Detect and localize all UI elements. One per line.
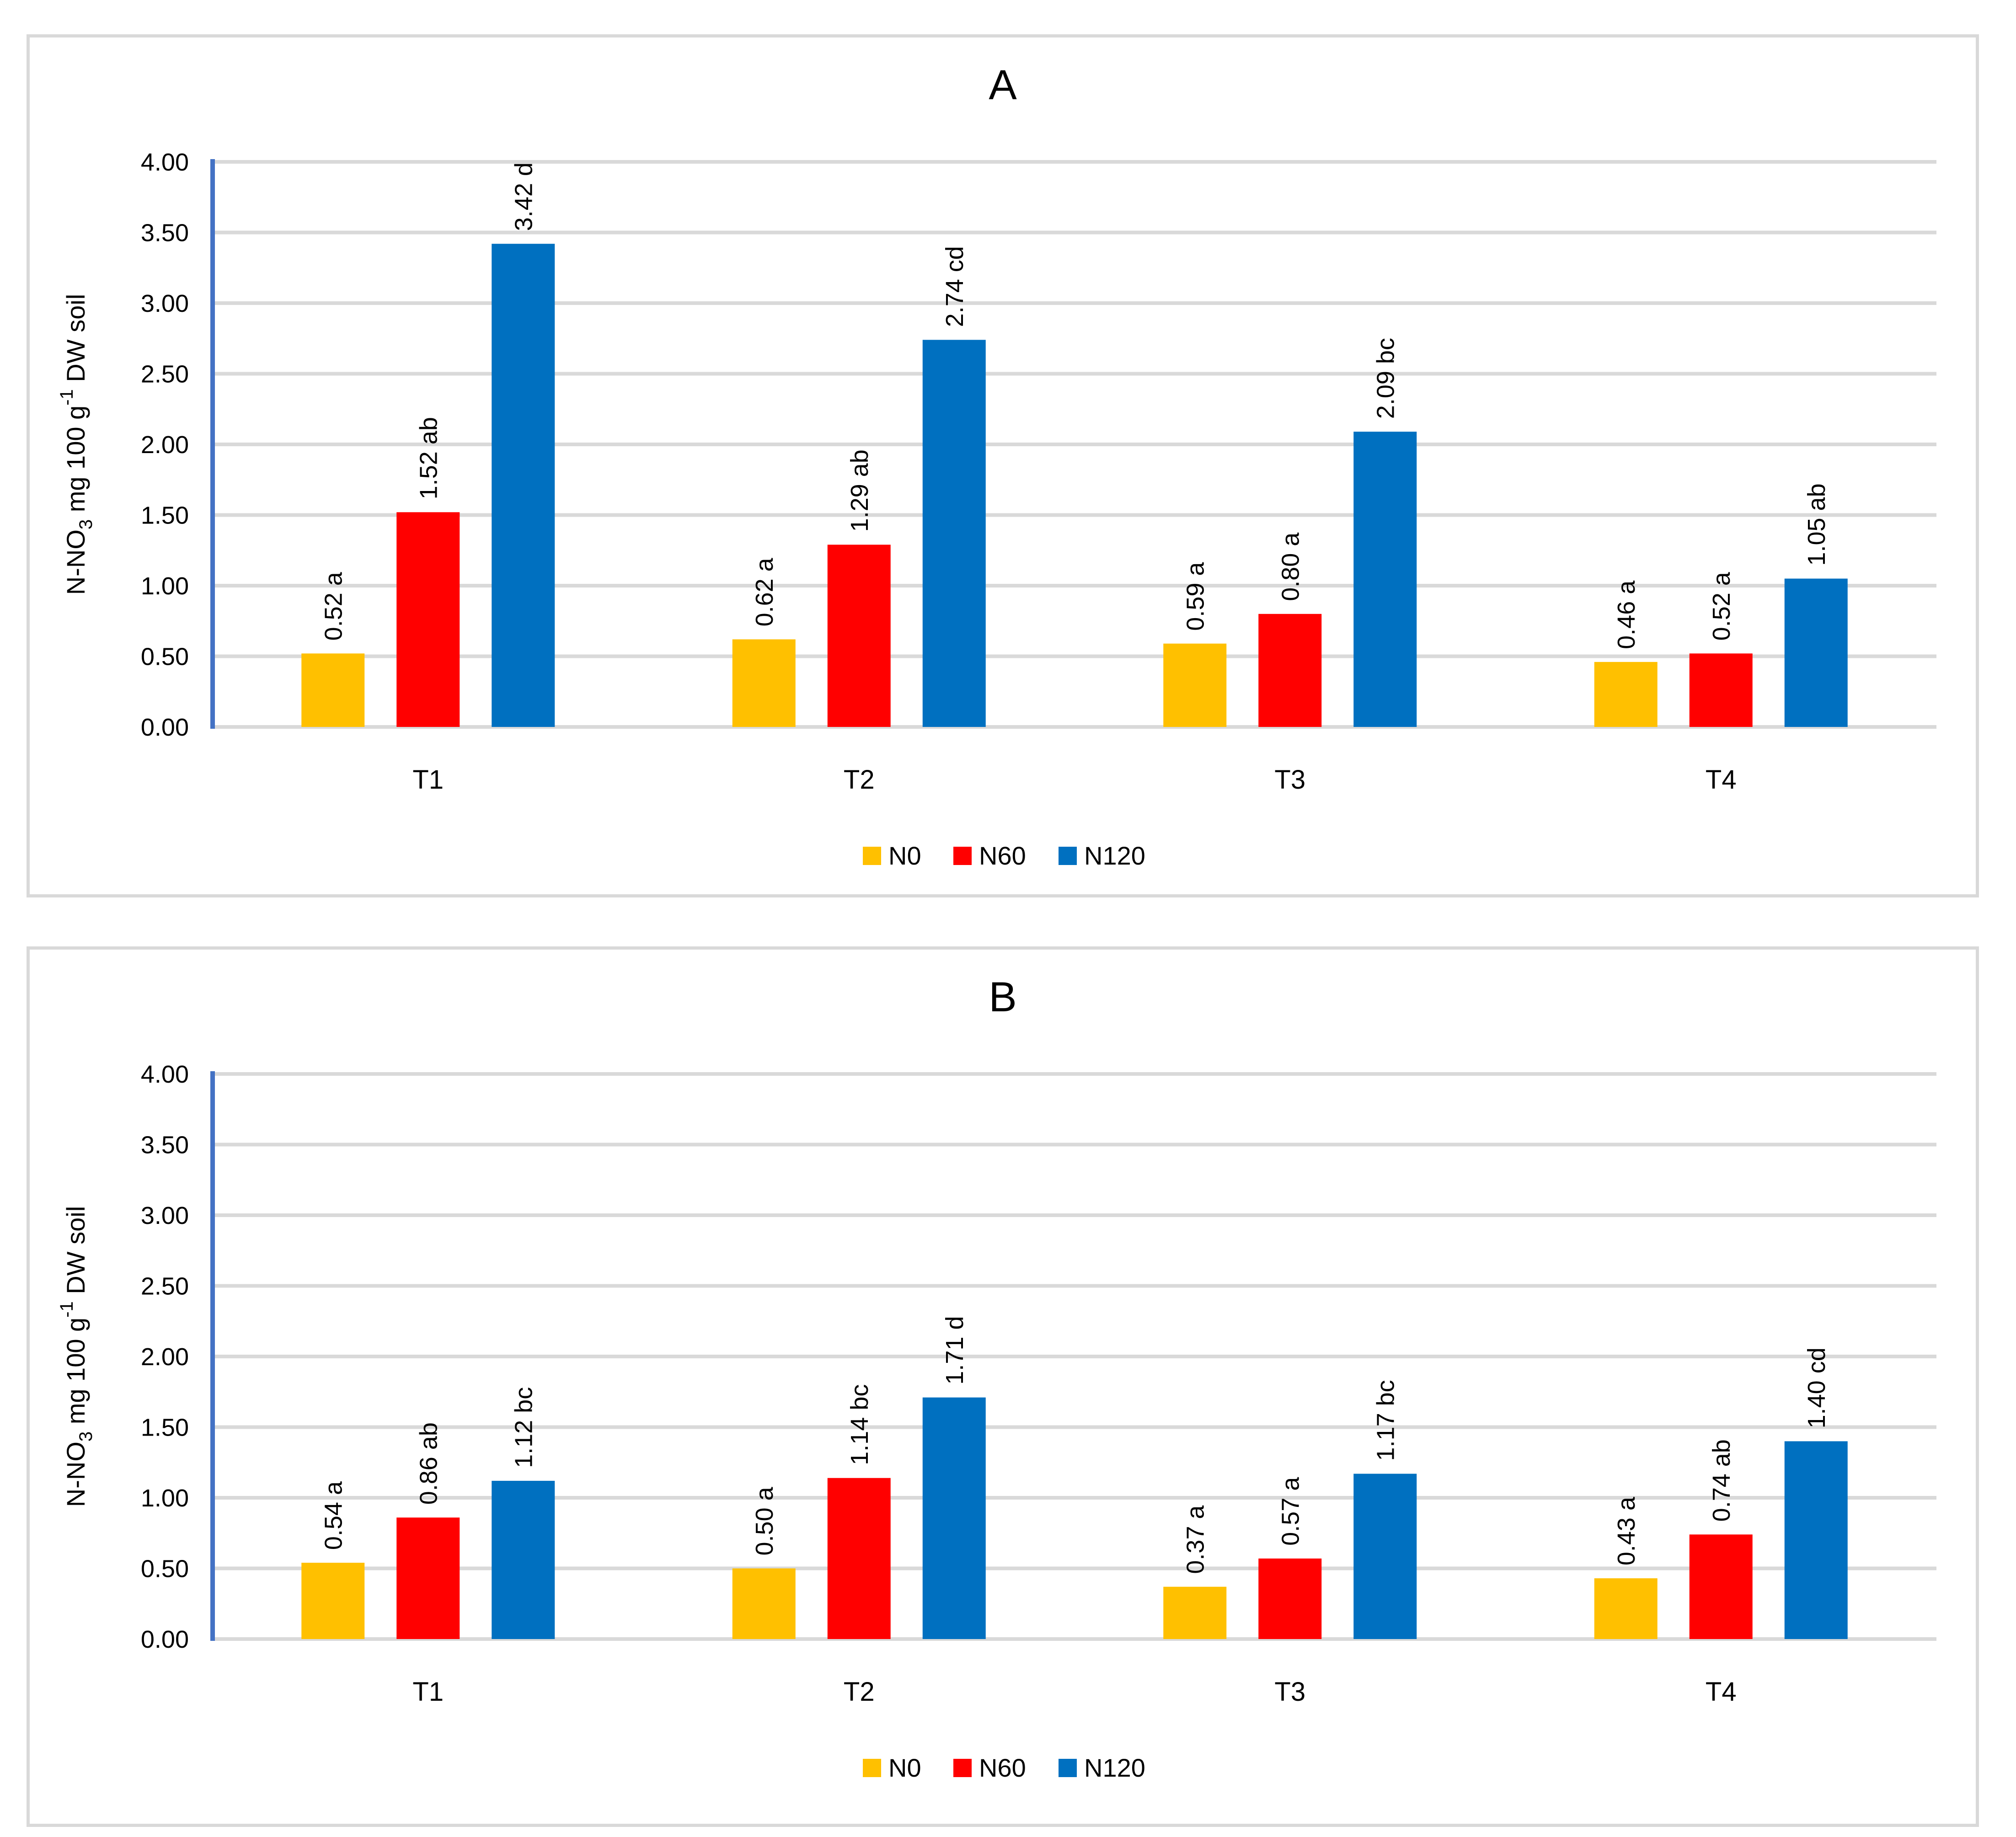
- x-category-label-T1: T1: [412, 1677, 444, 1707]
- bar-N0-T2: [732, 639, 796, 727]
- legend-swatch-N0: [863, 847, 881, 865]
- bar-value-label-N0-T2: 0.62 a: [751, 557, 778, 626]
- y-tick-label: 3.00: [141, 290, 189, 317]
- legend-swatch-N120: [1059, 1759, 1077, 1777]
- legend-label-N60: N60: [979, 841, 1026, 870]
- bar-value-label-N60-T1: 0.86 ab: [415, 1422, 442, 1505]
- y-tick-label: 2.50: [141, 1273, 189, 1300]
- y-tick-label: 0.00: [141, 714, 189, 741]
- legend-swatch-N0: [863, 1759, 881, 1777]
- y-tick-label: 0.00: [141, 1626, 189, 1653]
- bar-N120-T4: [1784, 1441, 1848, 1639]
- chart-b-title: B: [989, 974, 1017, 1020]
- bar-value-label-N60-T4: 0.52 a: [1708, 571, 1735, 641]
- bar-value-label-N0-T1: 0.52 a: [320, 571, 347, 641]
- bar-value-label-N0-T4: 0.46 a: [1613, 580, 1640, 649]
- bar-value-label-N120-T1: 1.12 bc: [510, 1387, 537, 1468]
- y-tick-label: 2.50: [141, 361, 189, 388]
- bar-value-label-N0-T4: 0.43 a: [1613, 1496, 1640, 1565]
- y-tick-label: 2.00: [141, 431, 189, 459]
- x-category-label-T2: T2: [844, 1677, 875, 1707]
- y-tick-label: 0.50: [141, 1555, 189, 1583]
- bar-N0-T2: [732, 1568, 796, 1639]
- y-tick-label: 1.50: [141, 1414, 189, 1442]
- bar-value-label-N0-T3: 0.37 a: [1182, 1505, 1209, 1574]
- legend-swatch-N60: [953, 847, 972, 865]
- bar-value-label-N120-T3: 1.17 bc: [1372, 1380, 1399, 1461]
- bar-N120-T3: [1353, 1474, 1417, 1639]
- bar-N120-T1: [492, 244, 555, 727]
- bar-N120-T1: [492, 1480, 555, 1639]
- bar-N0-T1: [301, 653, 365, 727]
- chart-a-canvas: 0.00 0.50 1.00 1.50 2.00 2.50 3.00 3.50 4.00 N-NO…: [57, 149, 1936, 870]
- x-category-label-T4: T4: [1706, 1677, 1737, 1707]
- bar-value-label-N60-T3: 0.57 a: [1277, 1477, 1304, 1546]
- legend-label-N0: N0: [888, 1753, 921, 1782]
- y-tick-label: 0.50: [141, 643, 189, 671]
- bar-N60-T3: [1258, 1558, 1322, 1639]
- y-tick-label: 1.00: [141, 572, 189, 600]
- y-tick-label: 1.00: [141, 1485, 189, 1512]
- y-tick-label: 3.00: [141, 1202, 189, 1229]
- bar-N60-T1: [396, 512, 460, 727]
- bar-N0-T4: [1594, 1578, 1658, 1639]
- panel-chart-b: B 0.00 0.50 1.00 1.50 2.00 2.50 3.00 3.50 4.00 N-…: [27, 946, 1979, 1827]
- y-tick-label: 3.50: [141, 1132, 189, 1159]
- bar-value-label-N120-T2: 1.71 d: [941, 1316, 968, 1384]
- bar-N0-T3: [1163, 1586, 1227, 1639]
- bar-N60-T4: [1689, 653, 1753, 727]
- x-category-label-T2: T2: [844, 765, 875, 795]
- bar-value-label-N120-T3: 2.09 bc: [1372, 338, 1399, 419]
- bar-N0-T4: [1594, 662, 1658, 727]
- bar-N0-T1: [301, 1563, 365, 1639]
- bar-N60-T2: [827, 1478, 891, 1639]
- y-tick-label: 4.00: [141, 1061, 189, 1088]
- bar-N60-T2: [827, 545, 891, 727]
- bar-value-label-N0-T3: 0.59 a: [1182, 562, 1209, 631]
- bar-N120-T4: [1784, 578, 1848, 727]
- y-tick-label: 1.50: [141, 502, 189, 529]
- x-category-label-T4: T4: [1706, 765, 1737, 795]
- legend-label-N0: N0: [888, 841, 921, 870]
- x-category-label-T3: T3: [1274, 765, 1305, 795]
- bar-value-label-N0-T1: 0.54 a: [320, 1481, 347, 1550]
- bar-value-label-N60-T4: 0.74 ab: [1708, 1439, 1735, 1522]
- x-category-label-T1: T1: [412, 765, 444, 795]
- panel-chart-a: A 0.00 0.50 1.00 1.50 2.00 2.50 3.00 3.50 4.00 N-…: [27, 34, 1979, 897]
- y-tick-label: 3.50: [141, 219, 189, 247]
- bar-value-label-N120-T1: 3.42 d: [510, 162, 537, 231]
- bar-value-label-N0-T2: 0.50 a: [751, 1486, 778, 1555]
- bar-N120-T3: [1353, 432, 1417, 727]
- bar-N60-T1: [396, 1517, 460, 1639]
- legend-label-N120: N120: [1084, 841, 1145, 870]
- bar-value-label-N60-T2: 1.14 bc: [846, 1384, 873, 1465]
- y-tick-label: 2.00: [141, 1343, 189, 1371]
- bar-value-label-N120-T4: 1.40 cd: [1803, 1347, 1830, 1428]
- y-tick-label: 4.00: [141, 149, 189, 176]
- bar-value-label-N60-T1: 1.52 ab: [415, 417, 442, 499]
- y-axis-title: N-NO3​ mg 100 g-1​ DW soil: [57, 294, 96, 595]
- legend-swatch-N120: [1059, 847, 1077, 865]
- bar-N120-T2: [922, 1397, 986, 1639]
- bar-value-label-N60-T2: 1.29 ab: [846, 449, 873, 532]
- chart-a-title: A: [989, 62, 1017, 108]
- bar-N60-T3: [1258, 614, 1322, 727]
- bar-N120-T2: [922, 340, 986, 727]
- x-category-label-T3: T3: [1274, 1677, 1305, 1707]
- y-axis-title: N-NO3​ mg 100 g-1​ DW soil: [57, 1206, 96, 1507]
- bar-value-label-N60-T3: 0.80 a: [1277, 532, 1304, 601]
- legend-label-N120: N120: [1084, 1753, 1145, 1782]
- bar-value-label-N120-T4: 1.05 ab: [1803, 483, 1830, 566]
- bar-N0-T3: [1163, 643, 1227, 727]
- legend-label-N60: N60: [979, 1753, 1026, 1782]
- bar-value-label-N120-T2: 2.74 cd: [941, 246, 968, 327]
- legend-swatch-N60: [953, 1759, 972, 1777]
- chart-b-canvas: 0.00 0.50 1.00 1.50 2.00 2.50 3.00 3.50 4.00 N-NO…: [57, 1061, 1936, 1782]
- bar-N60-T4: [1689, 1534, 1753, 1639]
